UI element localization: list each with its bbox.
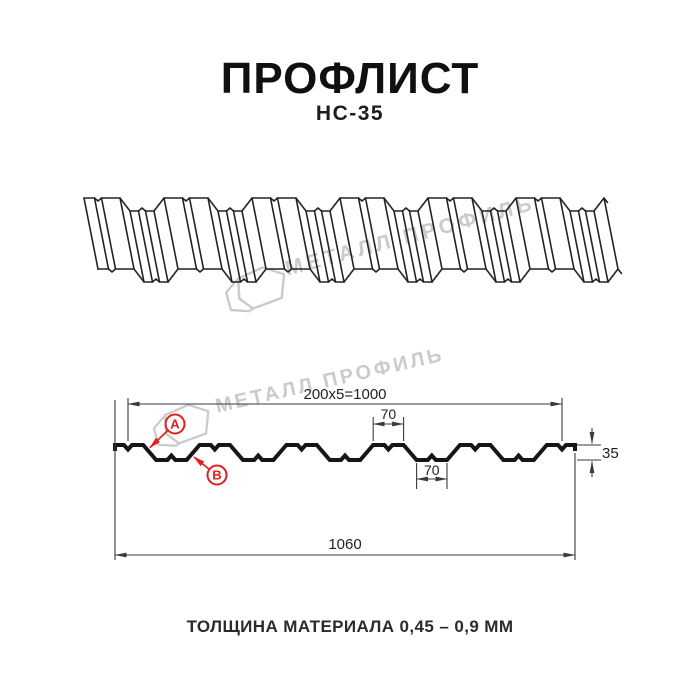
section-profile-line (113, 443, 577, 462)
top-flat-width-label: 70 (381, 406, 397, 422)
sheet-near-edge-outline (97, 268, 623, 283)
callout-a-letter: A (170, 417, 180, 432)
dimension-overall-width: 1060 (114, 400, 576, 560)
callout-b: B (193, 456, 228, 486)
overall-width-label: 1060 (328, 536, 361, 553)
profile-height-label: 35 (602, 445, 619, 462)
coverage-width-label: 200x5=1000 (304, 386, 387, 403)
bottom-flat-width-label: 70 (424, 462, 440, 478)
profile-model-label: НС-35 (315, 102, 385, 125)
page-title: ПРОФЛИСТ (220, 54, 480, 103)
material-thickness-caption: ТОЛЩИНА МАТЕРИАЛА 0,45 – 0,9 ММ (186, 617, 514, 636)
callout-b-letter: B (212, 468, 221, 483)
callout-a-circle (164, 413, 186, 435)
profile-3d-view (83, 197, 623, 283)
sheet-rib-edges (83, 197, 619, 283)
dimension-coverage: 200x5=1000 (127, 386, 563, 441)
sheet-far-edge-outline (83, 197, 609, 212)
dimension-bottom-flat: 70 (416, 462, 448, 489)
dimension-top-flat: 70 (372, 406, 405, 441)
profile-cross-section: 200x5=1000 70 70 35 1060 (113, 386, 619, 560)
dimension-height: 35 (577, 428, 619, 477)
callout-a: A (149, 413, 186, 449)
callout-b-circle (206, 464, 228, 486)
metall-profil-logo-watermark (225, 266, 286, 313)
